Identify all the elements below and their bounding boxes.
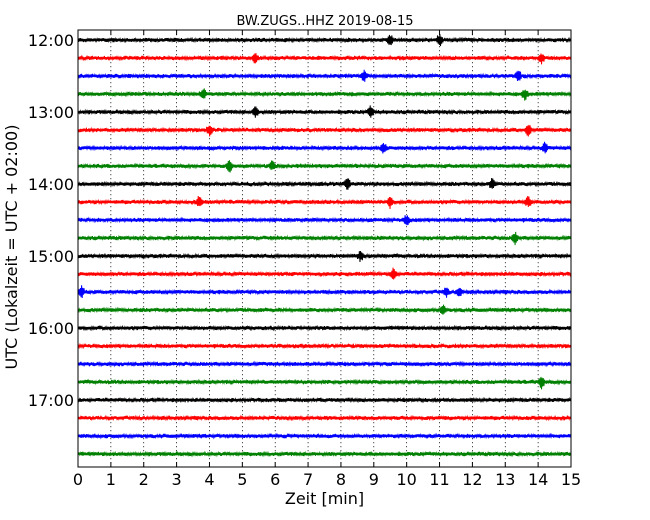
- seismic-trace: [77, 34, 572, 47]
- seismic-trace: [77, 450, 572, 458]
- seismic-trace: [77, 88, 572, 101]
- x-tick-label: 6: [270, 470, 280, 489]
- y-axis-label: UTC (Lokalzeit = UTC + 02:00): [2, 125, 21, 370]
- seismic-trace: [77, 285, 572, 298]
- seismic-trace: [77, 376, 572, 390]
- seismic-trace: [77, 141, 572, 154]
- seismic-trace: [77, 124, 572, 137]
- x-tick-label: 3: [172, 470, 182, 489]
- y-tick-label: 13:00: [28, 103, 74, 122]
- seismic-trace: [77, 53, 572, 65]
- x-axis-label: Zeit [min]: [285, 489, 364, 508]
- seismic-trace: [77, 250, 572, 263]
- x-tick-label: 12: [462, 470, 482, 489]
- x-tick-label: 4: [204, 470, 214, 489]
- seismic-trace: [77, 342, 572, 350]
- y-tick-label: 16:00: [28, 319, 74, 338]
- seismic-trace: [77, 360, 572, 368]
- seismic-trace: [77, 304, 572, 315]
- chart-title: BW.ZUGS..HHZ 2019-08-15: [236, 14, 413, 29]
- seismic-trace: [77, 195, 572, 209]
- seismic-trace: [77, 69, 572, 82]
- y-tick-label: 15:00: [28, 247, 74, 266]
- seismic-trace: [77, 177, 572, 190]
- x-tick-label: 0: [73, 470, 83, 489]
- x-tick-label: 5: [237, 470, 247, 489]
- x-tick-label: 7: [303, 470, 313, 489]
- seismic-trace: [77, 396, 572, 404]
- seismic-trace: [77, 215, 572, 226]
- x-tick-label: 9: [369, 470, 379, 489]
- seismic-trace: [77, 105, 572, 118]
- x-tick-label: 15: [561, 470, 581, 489]
- y-tick-label: 14:00: [28, 175, 74, 194]
- seismic-trace: [77, 267, 572, 280]
- seismic-trace: [77, 160, 572, 173]
- seismic-trace: [77, 324, 572, 332]
- x-tick-label: 8: [336, 470, 346, 489]
- y-tick-label: 17:00: [28, 391, 74, 410]
- y-tick-label: 12:00: [28, 31, 74, 50]
- x-tick-label: 1: [106, 470, 116, 489]
- x-tick-label: 14: [528, 470, 548, 489]
- x-tick-label: 10: [396, 470, 416, 489]
- x-tick-label: 13: [495, 470, 515, 489]
- plot-area: 0 1 2 3 4 5 6 7 8 9 10 11 12 13 14 1512:0013:0014:0015:…: [28, 29, 581, 489]
- x-tick-label: 11: [429, 470, 449, 489]
- seismic-trace: [77, 231, 572, 246]
- seismic-trace: [77, 432, 572, 440]
- seismic-trace: [77, 414, 572, 422]
- plot-frame: [77, 29, 572, 468]
- x-tick-label: 2: [139, 470, 149, 489]
